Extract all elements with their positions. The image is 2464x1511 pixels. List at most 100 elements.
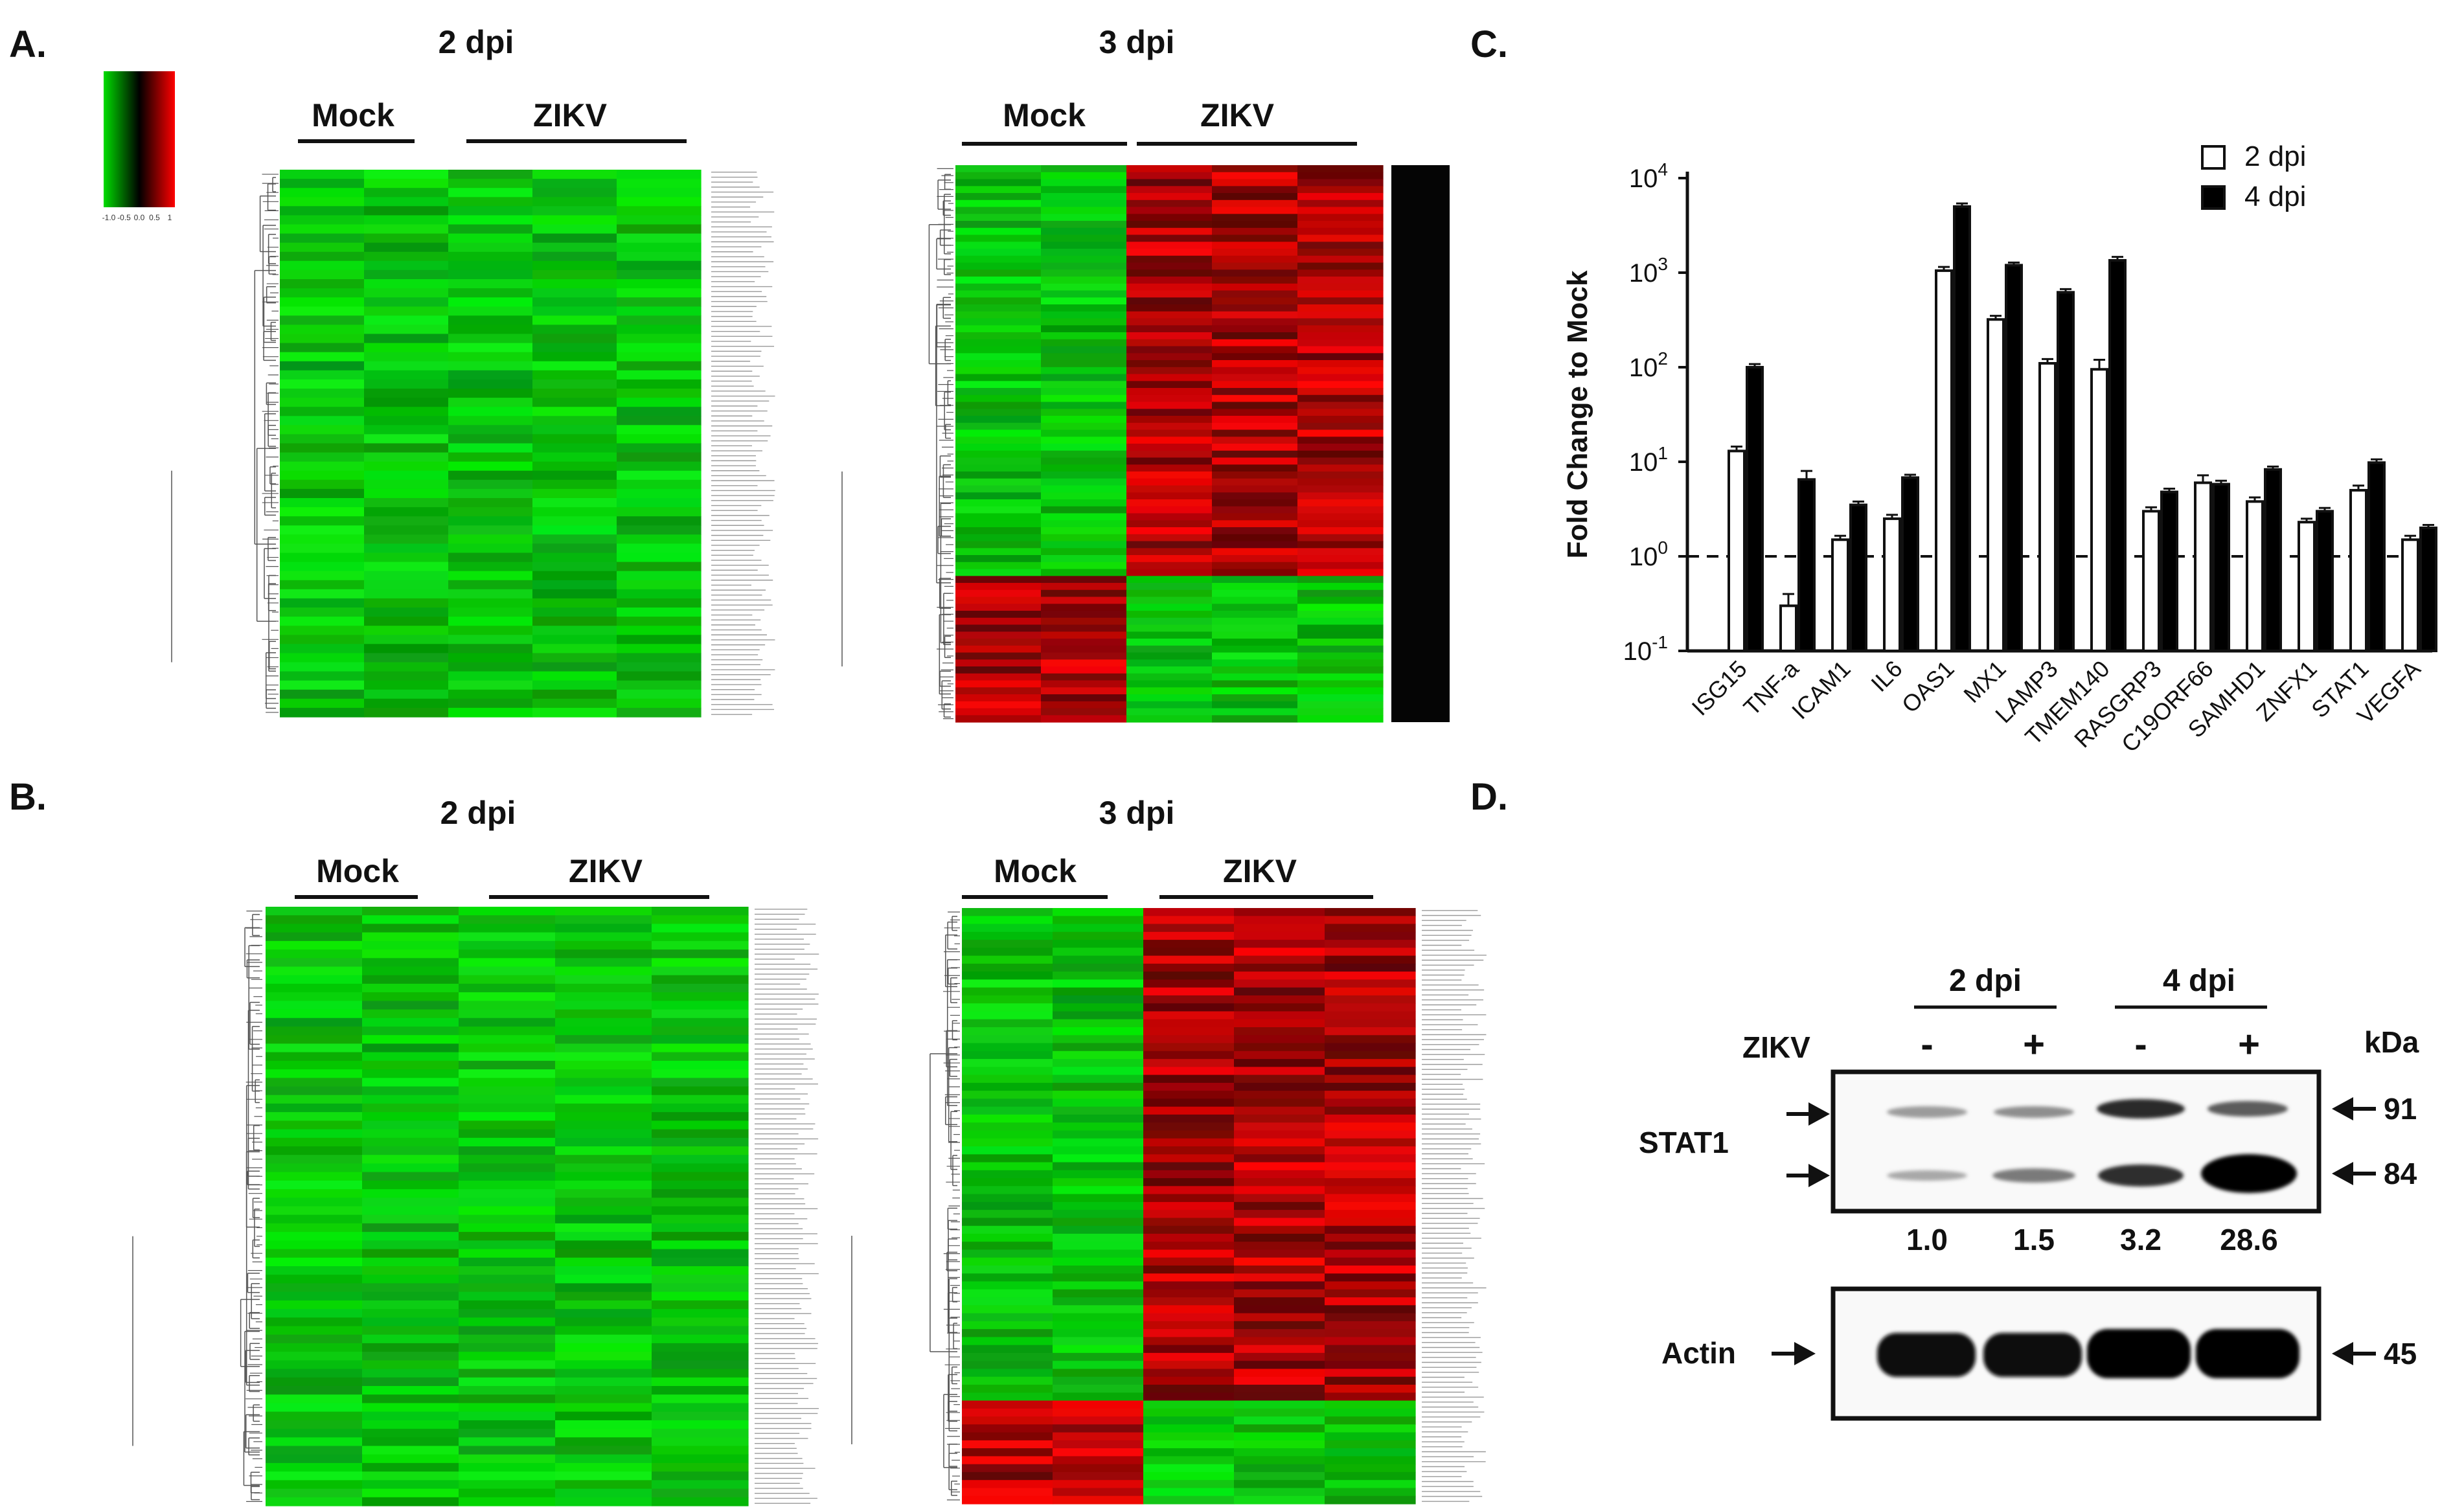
heatmap-cell (555, 1198, 652, 1207)
heatmap-cell (1126, 367, 1213, 375)
heatmap-cell (1234, 955, 1325, 964)
heatmap-cell (1297, 290, 1384, 298)
heatmap-cell (362, 1360, 459, 1370)
heatmap-cell (555, 1309, 652, 1318)
heatmap-cell (362, 1240, 459, 1250)
heatmap-cell (1234, 1091, 1325, 1099)
heatmap-cell (266, 1223, 363, 1233)
heatmap-cell (364, 224, 449, 234)
heatmap-cell (1126, 555, 1213, 563)
heatmap-cell (617, 425, 702, 435)
heatmap-cell (364, 608, 449, 617)
heatmap-cell (362, 1480, 459, 1490)
heatmap-cell (1143, 916, 1235, 925)
heatmap-cell (532, 361, 617, 371)
heatmap-cell (459, 1334, 556, 1344)
heatmap-cell (555, 907, 652, 916)
heatmap-cell (1234, 995, 1325, 1004)
heatmap-cell (364, 206, 449, 216)
heatmap-cell (266, 1360, 363, 1370)
heatmap-cell (617, 370, 702, 380)
heatmap-cell (955, 485, 1042, 493)
heatmap-cell (955, 604, 1042, 611)
heatmap-cell (1126, 457, 1213, 465)
heatmap-cell (1325, 1440, 1416, 1449)
heatmap-cell (1041, 186, 1127, 194)
heatmap-cell (1143, 1337, 1235, 1346)
heatmap-cell (1297, 604, 1384, 611)
legend-swatch (2201, 185, 2226, 210)
heatmap-cell (1053, 1313, 1144, 1322)
heatmap-cell (1143, 1416, 1235, 1425)
heatmap-cell (448, 315, 533, 325)
heatmap-cell (652, 1017, 749, 1027)
heatmap-cell (1325, 1281, 1416, 1290)
heatmap-cell (652, 1275, 749, 1284)
heatmap-cell (1234, 1321, 1325, 1330)
heatmap-cell (955, 277, 1042, 284)
heatmap-cell (617, 306, 702, 316)
heatmap-cell (448, 269, 533, 280)
heatmap-cell (555, 1232, 652, 1241)
heatmap-cell (652, 1146, 749, 1155)
heatmap-cell (1325, 1385, 1416, 1393)
heatmap-cell (962, 963, 1053, 972)
heatmap-cell (1041, 249, 1127, 256)
heatmap-cell (1212, 207, 1298, 214)
heatmap-cell (652, 1394, 749, 1403)
heatmap-cell (459, 1377, 556, 1387)
heatmap-cell (364, 379, 449, 389)
heatmap-cell (955, 708, 1042, 716)
heatmap-cell (1325, 1170, 1416, 1179)
heatmap-cell (1126, 179, 1213, 187)
heatmap-cell (617, 653, 702, 663)
heatmap-cell (1325, 924, 1416, 933)
heatmap-cell (362, 1103, 459, 1113)
actin-left-arrow (1772, 1342, 1816, 1365)
heatmap-cell (459, 1257, 556, 1267)
heatmap-cell (1126, 645, 1213, 653)
heatmap-cell (362, 1095, 459, 1104)
heatmap-cell (1143, 987, 1235, 996)
heatmap-cell (1234, 1170, 1325, 1179)
heatmap-cell (280, 306, 365, 316)
heatmap-cell (1212, 659, 1298, 667)
heatmap-cell (1143, 1432, 1235, 1441)
heatmap-cell (555, 1129, 652, 1139)
heatmap-cell (1297, 193, 1384, 201)
heatmap-cell (1325, 1019, 1416, 1028)
heatmap-cell (266, 1403, 363, 1413)
heatmap-cell (555, 924, 652, 933)
heatmap-cell (364, 407, 449, 416)
heatmap-cell (1212, 367, 1298, 375)
heatmap-cell (955, 179, 1042, 187)
legend-swatch (2201, 145, 2226, 170)
heatmap-cell (532, 589, 617, 599)
heatmap-cell (459, 1172, 556, 1181)
heatmap-cell (1126, 506, 1213, 514)
heatmap-cell (266, 1386, 363, 1395)
heatmap-cell (459, 1137, 556, 1147)
heatmap-cell (1143, 1392, 1235, 1402)
heatmap-cell (1126, 611, 1213, 619)
bar-4dpi-tmem140 (2108, 258, 2127, 653)
heatmap-cell (1053, 1114, 1144, 1123)
heatmap-cell (1234, 1440, 1325, 1449)
heatmap-cell (459, 1112, 556, 1121)
heatmap-cell (362, 1437, 459, 1447)
heatmap-cell (1143, 955, 1235, 964)
heatmap-cell (459, 1078, 556, 1087)
heatmap-cell (280, 443, 365, 453)
heatmap-cell (962, 1257, 1053, 1266)
heatmap-cell (652, 1266, 749, 1275)
heatmap-cell (555, 1454, 652, 1464)
heatmap-cell (1126, 339, 1213, 347)
heatmap-cell (459, 1462, 556, 1472)
heatmap-cell (555, 1249, 652, 1258)
heatmap-cell (1234, 940, 1325, 948)
heatmap-cell (1053, 1297, 1144, 1306)
heatmap-cell (1143, 1210, 1235, 1218)
heatmap-cell (280, 571, 365, 581)
heatmap-cell (362, 1488, 459, 1498)
bar-2dpi-isg15 (1728, 449, 1746, 652)
